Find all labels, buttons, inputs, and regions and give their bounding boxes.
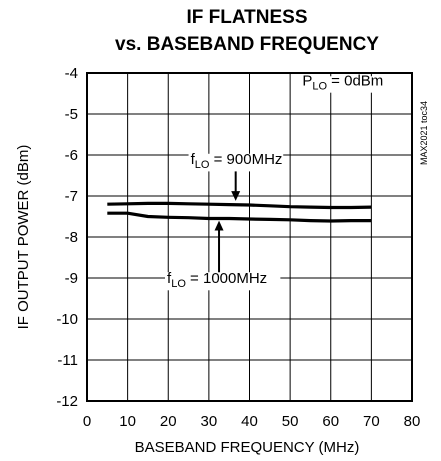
y-tick-label: -11 bbox=[57, 352, 78, 369]
figure-id: MAX2021 toc34 bbox=[419, 101, 429, 165]
y-tick-label: -6 bbox=[65, 147, 78, 164]
x-tick-label: 20 bbox=[160, 413, 177, 430]
y-tick-label: -10 bbox=[56, 311, 78, 328]
series-label-1000-sub: LO bbox=[171, 278, 186, 290]
x-tick-labels: 0 10 20 30 40 50 60 70 80 bbox=[83, 413, 421, 430]
annotation-1000-background bbox=[165, 272, 281, 291]
chart-subtitle: vs. BASEBAND FREQUENCY bbox=[115, 34, 379, 55]
series-label-900-sub: LO bbox=[195, 159, 210, 171]
annotation-1000-arrow-head bbox=[214, 220, 224, 231]
x-tick-label: 50 bbox=[282, 413, 299, 430]
legend-note: PLO = 0dBm bbox=[302, 72, 383, 92]
series-line-1 bbox=[107, 211, 372, 223]
x-tick-label: 80 bbox=[404, 413, 421, 430]
chart-title: IF FLATNESS bbox=[186, 7, 307, 28]
series-label-900mhz: fLO = 900MHz bbox=[191, 151, 283, 171]
series-label-1000mhz: fLO = 1000MHz bbox=[167, 270, 267, 290]
y-tick-label: -8 bbox=[65, 229, 78, 246]
series-lines bbox=[107, 201, 372, 223]
legend-note-sub: LO bbox=[312, 80, 327, 92]
series-label-1000-suffix: = 1000MHz bbox=[186, 270, 267, 287]
series-line-0 bbox=[107, 201, 372, 210]
x-tick-label: 0 bbox=[83, 413, 91, 430]
series-label-900-prefix: f bbox=[191, 151, 196, 168]
x-tick-label: 10 bbox=[119, 413, 136, 430]
legend-note-prefix: P bbox=[302, 72, 312, 89]
grid-lines bbox=[87, 73, 412, 401]
series-label-900-suffix: = 900MHz bbox=[209, 151, 282, 168]
y-tick-label: -12 bbox=[56, 393, 78, 410]
x-tick-label: 30 bbox=[201, 413, 218, 430]
annotation-900-arrow-head bbox=[231, 191, 241, 201]
x-tick-label: 40 bbox=[241, 413, 258, 430]
y-tick-label: -9 bbox=[65, 270, 78, 287]
y-axis-label: IF OUTPUT POWER (dBm) bbox=[15, 145, 32, 330]
x-axis-label: BASEBAND FREQUENCY (MHz) bbox=[135, 439, 360, 456]
legend-note-suffix: = 0dBm bbox=[327, 72, 383, 89]
x-tick-label: 60 bbox=[322, 413, 339, 430]
plot-frame bbox=[86, 72, 413, 402]
y-tick-labels: -4 -5 -6 -7 -8 -9 -10 -11 -12 bbox=[56, 65, 78, 410]
y-tick-label: -4 bbox=[65, 65, 78, 82]
y-tick-label: -5 bbox=[65, 106, 78, 123]
y-tick-label: -7 bbox=[65, 188, 78, 205]
legend-note-background bbox=[299, 76, 383, 93]
x-tick-label: 70 bbox=[363, 413, 380, 430]
annotation-900-background bbox=[188, 153, 284, 172]
series-label-1000-prefix: f bbox=[167, 270, 172, 287]
